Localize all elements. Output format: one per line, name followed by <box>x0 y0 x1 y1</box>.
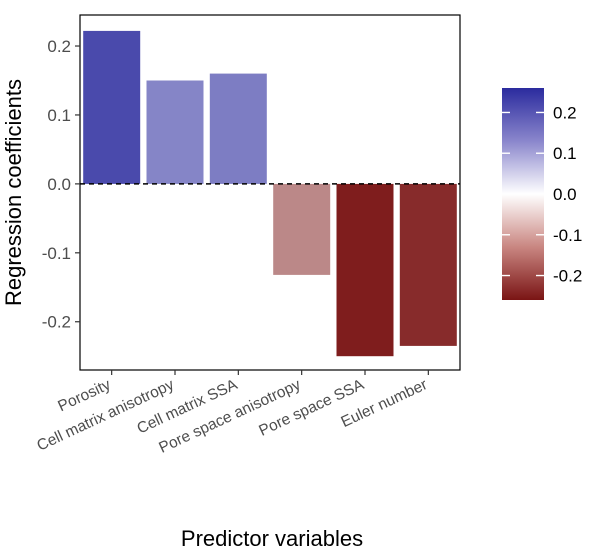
bar-cell-matrix-anisotropy <box>146 80 204 184</box>
y-tick-label: -0.2 <box>42 313 71 332</box>
y-axis-title: Regression coefficients <box>1 79 26 306</box>
y-tick-label: -0.1 <box>42 244 71 263</box>
colorbar-tick-label: 0.0 <box>553 185 577 204</box>
colorbar-tick-label: 0.1 <box>553 144 577 163</box>
bar-euler-number <box>399 183 457 346</box>
y-tick-label: 0.0 <box>47 175 71 194</box>
bar-pore-space-ssa <box>336 183 394 357</box>
bar-pore-space-anisotropy <box>273 183 331 275</box>
colorbar-legend: 0.2 0.1 0.0 -0.1 -0.2 <box>502 88 582 300</box>
y-tick-label: 0.2 <box>47 37 71 56</box>
colorbar-tick-label: 0.2 <box>553 103 577 122</box>
bars-group <box>83 30 457 357</box>
bar-porosity <box>83 30 141 184</box>
x-axis-title: Predictor variables <box>181 526 363 551</box>
bar-cell-matrix-ssa <box>209 73 267 184</box>
plot-panel-border <box>79 14 461 371</box>
y-axis: -0.2 -0.1 0.0 0.1 0.2 <box>42 37 80 332</box>
x-tick-label: Pore space SSA <box>256 376 367 440</box>
colorbar-tick-label: -0.1 <box>553 226 582 245</box>
y-tick-label: 0.1 <box>47 106 71 125</box>
colorbar-tick-label: -0.2 <box>553 267 582 286</box>
